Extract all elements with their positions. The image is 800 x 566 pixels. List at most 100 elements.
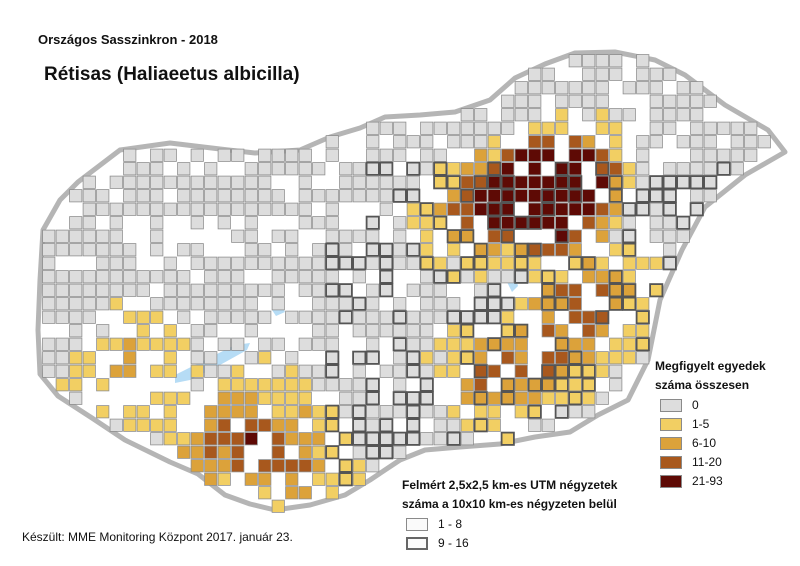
grid-cell [501,351,515,365]
grid-cell [419,391,434,406]
grid-cell [555,121,569,135]
grid-cell [609,243,623,257]
grid-cell [730,162,744,176]
grid-cell [271,499,285,513]
grid-cell [163,297,177,311]
footer-credit: Készült: MME Monitoring Központ 2017. ja… [22,530,293,544]
grid-cell [136,189,150,203]
grid-cell [271,418,285,432]
grid-cell [541,243,555,257]
legend-label: 1-5 [692,417,710,431]
grid-cell [271,337,285,351]
grid-cell [595,256,609,270]
grid-cell [608,188,623,203]
grid-cell [447,243,461,257]
grid-cell [609,135,623,149]
grid-cell [528,175,542,189]
grid-cell [109,229,123,243]
grid-cell [285,148,299,162]
grid-cell [501,121,515,135]
grid-cell [231,202,245,216]
grid-cell [676,108,690,122]
grid-cell [487,283,502,298]
grid-cell [636,297,650,311]
grid-cell [338,458,353,473]
grid-cell [285,378,299,392]
grid-cell [365,431,380,446]
grid-cell [177,310,191,324]
grid-cell [379,283,394,298]
grid-cell [406,431,421,446]
grid-cell [312,256,326,270]
grid-cell [555,189,569,203]
grid-cell [528,148,542,162]
grid-cell [500,175,515,190]
grid-cell [136,162,150,176]
grid-cell [514,351,528,365]
grid-cell [298,432,312,446]
grid-cell [69,216,83,230]
grid-cell [325,472,339,486]
grid-cell [595,108,609,122]
grid-cell [433,256,447,270]
grid-cell [312,270,326,284]
grid-cell [595,54,609,68]
grid-cell [325,310,339,324]
grid-cell [338,310,353,325]
grid-cell [55,297,69,311]
grid-cell [285,432,299,446]
grid-cell [595,67,609,81]
grid-cell [163,256,177,270]
grid-cell [406,350,421,365]
grid-cell [460,391,474,405]
grid-cell [312,216,326,230]
grid-cell [676,229,690,243]
grid-cell [325,256,340,271]
grid-cell [231,283,245,297]
grid-cell [622,202,637,217]
grid-cell [649,283,664,298]
grid-cell [581,377,596,392]
grid-cell [366,135,380,149]
grid-cell [555,94,569,108]
grid-cell [609,162,623,176]
grid-cell [595,175,609,189]
grid-cell [123,310,137,324]
grid-cell [433,337,447,351]
grid-cell [433,215,448,230]
grid-cell [258,337,272,351]
grid-cell [703,148,717,162]
grid-cell [96,270,110,284]
grid-cell [338,472,353,487]
grid-cell [325,418,340,433]
legend-swatch [660,474,682,488]
grid-cell [150,189,164,203]
grid-cell [366,189,380,203]
grid-cell [663,243,677,257]
grid-cell [474,189,488,203]
grid-cell [123,189,137,203]
legend-item-1: 1-5 [660,417,709,431]
grid-cell [568,94,582,108]
grid-cell [568,202,582,216]
grid-cell [325,445,340,460]
grid-cell [433,418,447,432]
grid-cell [393,243,407,257]
grid-cell [420,337,434,351]
grid-cell [744,121,758,135]
grid-cell [365,350,380,365]
grid-cell [325,135,339,149]
grid-cell [150,175,164,189]
grid-cell [541,310,555,324]
grid-cell [312,364,326,378]
grid-cell [285,243,299,257]
grid-cell [231,405,245,419]
grid-cell [528,418,542,432]
grid-cell [460,432,474,446]
grid-cell [258,310,272,324]
grid-cell [204,405,218,419]
grid-cell [487,310,502,325]
grid-cell [258,148,272,162]
grid-cell [541,364,556,379]
